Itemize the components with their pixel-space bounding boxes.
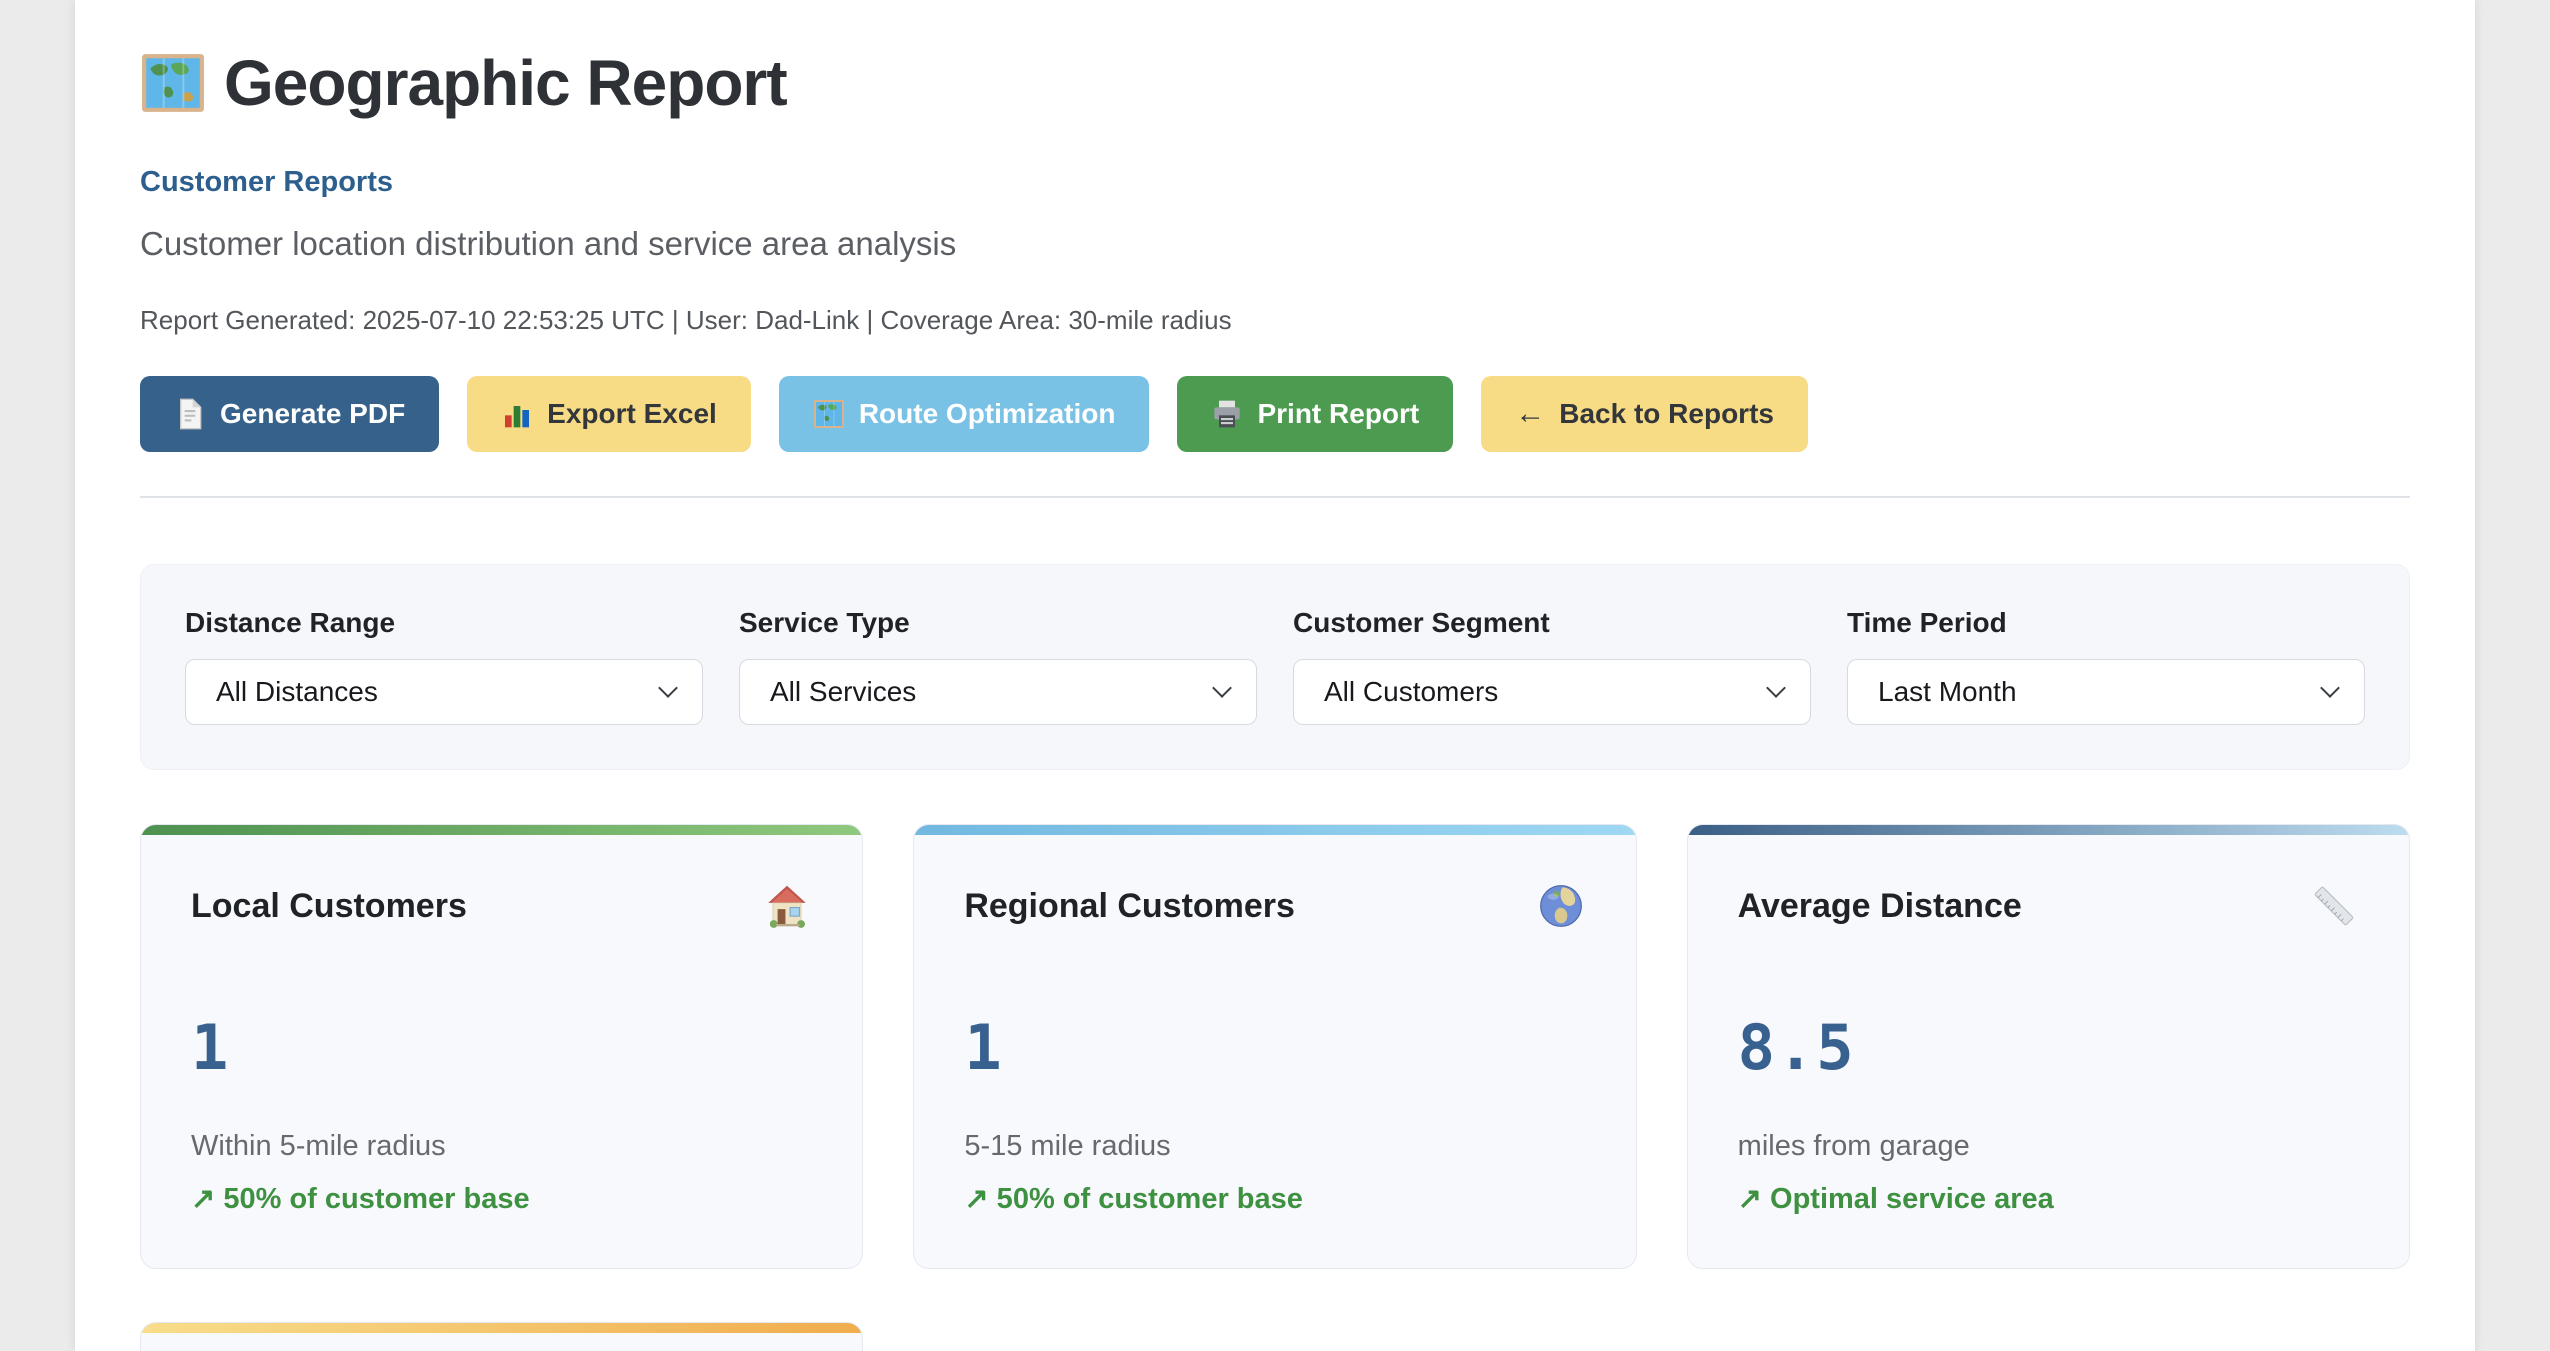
generate-pdf-label: Generate PDF (220, 398, 406, 429)
time-period-select[interactable]: Last Month (1847, 659, 2365, 725)
page-header: Geographic Report (140, 46, 2410, 120)
export-excel-label: Export Excel (547, 398, 717, 429)
filters-panel: Distance Range All Distances Service Typ… (140, 564, 2410, 770)
local-customers-card: Local Customers (140, 824, 864, 1269)
card-accent-bar (141, 825, 863, 835)
export-excel-button[interactable]: Export Excel (467, 376, 751, 452)
route-optimization-label: Route Optimization (858, 398, 1116, 429)
card-accent-bar (1687, 825, 2409, 835)
page-subtitle: Customer location distribution and servi… (140, 225, 957, 262)
filter-time-period: Time Period Last Month (1847, 607, 2365, 725)
time-period-label: Time Period (1847, 607, 2007, 638)
route-optimization-button[interactable]: Route Optimization (778, 376, 1150, 452)
distance-range-label: Distance Range (185, 607, 396, 638)
print-report-button[interactable]: Print Report (1177, 376, 1454, 452)
regional-customers-title: Regional Customers (964, 887, 1295, 925)
customer-segment-label: Customer Segment (1293, 607, 1550, 638)
house-icon (762, 881, 812, 931)
report-page: Geographic Report Customer Reports Custo… (75, 0, 2475, 1351)
local-customers-value: 1 (191, 1011, 231, 1084)
back-to-reports-button[interactable]: ← Back to Reports (1481, 376, 1808, 452)
card-accent-bar (141, 1323, 863, 1333)
regional-customers-trend: ↗ 50% of customer base (964, 1183, 1303, 1215)
partial-card (140, 1322, 864, 1351)
toolbar: Generate PDF Export Excel (140, 376, 2410, 452)
customer-segment-value: All Customers (1324, 676, 1499, 707)
customer-segment-select[interactable]: All Customers (1293, 659, 1811, 725)
filter-service-type: Service Type All Services (739, 607, 1257, 725)
printer-icon (1211, 398, 1243, 430)
average-distance-title: Average Distance (1737, 887, 2022, 925)
bar-chart-icon (501, 398, 533, 430)
breadcrumb-customer-reports[interactable]: Customer Reports (140, 166, 393, 198)
ruler-icon (2309, 881, 2359, 931)
document-icon (174, 398, 206, 430)
service-type-select[interactable]: All Services (739, 659, 1257, 725)
section-divider (140, 496, 2410, 498)
local-customers-trend: ↗ 50% of customer base (191, 1183, 530, 1215)
regional-customers-value: 1 (964, 1011, 1004, 1084)
average-distance-value: 8.5 (1737, 1011, 1856, 1084)
back-to-reports-label: Back to Reports (1559, 398, 1774, 429)
local-customers-title: Local Customers (191, 887, 467, 925)
world-map-icon (140, 52, 206, 114)
service-type-label: Service Type (739, 607, 910, 638)
distance-range-value: All Distances (216, 676, 378, 707)
stat-cards-row: Local Customers (140, 824, 2410, 1269)
page-title: Geographic Report (224, 47, 788, 119)
print-report-label: Print Report (1257, 398, 1420, 429)
card-accent-bar (914, 825, 1636, 835)
generate-pdf-button[interactable]: Generate PDF (140, 376, 440, 452)
filter-distance-range: Distance Range All Distances (185, 607, 703, 725)
regional-customers-description: 5-15 mile radius (964, 1130, 1171, 1162)
average-distance-trend: ↗ Optimal service area (1737, 1183, 2054, 1215)
service-type-value: All Services (770, 676, 917, 707)
left-arrow-icon: ← (1515, 397, 1546, 430)
time-period-value: Last Month (1878, 676, 2017, 707)
distance-range-select[interactable]: All Distances (185, 659, 703, 725)
stat-cards-row-2 (140, 1322, 2410, 1351)
regional-customers-card: Regional Customers 1 5-15 mile radius (913, 824, 1637, 1269)
report-meta: Report Generated: 2025-07-10 22:53:25 UT… (140, 305, 1232, 335)
route-map-icon (813, 398, 845, 430)
filter-customer-segment: Customer Segment All Customers (1293, 607, 1811, 725)
local-customers-description: Within 5-mile radius (191, 1130, 446, 1162)
globe-icon (1536, 881, 1586, 931)
average-distance-card: Average Distance (1686, 824, 2410, 1269)
average-distance-description: miles from garage (1737, 1130, 1970, 1162)
